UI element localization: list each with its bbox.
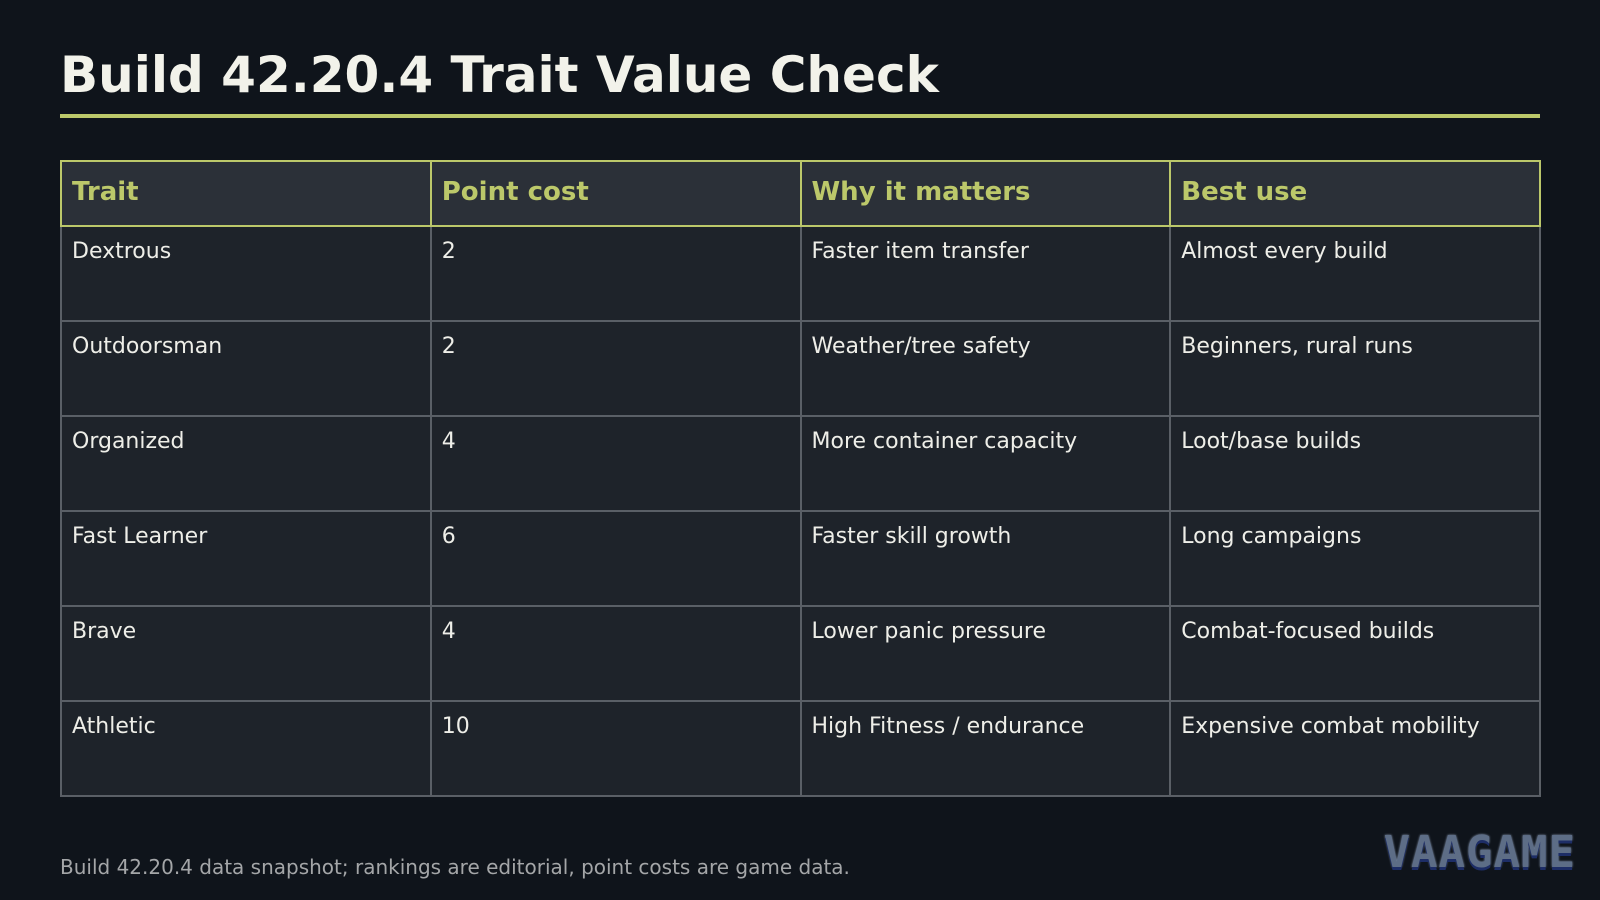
footnote: Build 42.20.4 data snapshot; rankings ar… [60,855,850,879]
cell-point-cost: 2 [429,320,802,417]
cell-best-use: Loot/base builds [1169,415,1541,512]
cell-why-it-matters: Faster skill growth [799,510,1172,607]
cell-trait: Brave [60,605,432,702]
column-header-best-use: Best use [1169,160,1541,227]
cell-best-use: Expensive combat mobility [1169,700,1541,797]
cell-trait: Dextrous [60,225,432,322]
cell-trait: Fast Learner [60,510,432,607]
cell-best-use: Combat-focused builds [1169,605,1541,702]
column-header-why-it-matters: Why it matters [799,160,1172,227]
cell-why-it-matters: More container capacity [799,415,1172,512]
cell-why-it-matters: High Fitness / endurance [799,700,1172,797]
cell-best-use: Long campaigns [1169,510,1541,607]
table-row: Athletic 10 High Fitness / endurance Exp… [60,700,1541,797]
cell-why-it-matters: Faster item transfer [799,225,1172,322]
cell-point-cost: 4 [429,415,802,512]
trait-table-head: Trait Point cost Why it matters Best use [60,160,1541,227]
cell-point-cost: 6 [429,510,802,607]
table-row: Outdoorsman 2 Weather/tree safety Beginn… [60,320,1541,417]
cell-trait: Organized [60,415,432,512]
cell-why-it-matters: Weather/tree safety [799,320,1172,417]
trait-table: Trait Point cost Why it matters Best use… [60,160,1541,797]
cell-best-use: Beginners, rural runs [1169,320,1541,417]
title-underline [60,114,1540,118]
brand-logo: VAAGAME [1384,826,1576,880]
brand-logo-text: VAAGAME [1383,827,1576,878]
table-row: Dextrous 2 Faster item transfer Almost e… [60,225,1541,322]
cell-point-cost: 10 [429,700,802,797]
column-header-trait: Trait [60,160,432,227]
header-row: Trait Point cost Why it matters Best use [60,160,1541,227]
table-row: Brave 4 Lower panic pressure Combat-focu… [60,605,1541,702]
trait-table-body: Dextrous 2 Faster item transfer Almost e… [60,225,1541,797]
cell-trait: Athletic [60,700,432,797]
cell-why-it-matters: Lower panic pressure [799,605,1172,702]
cell-trait: Outdoorsman [60,320,432,417]
table-row: Organized 4 More container capacity Loot… [60,415,1541,512]
cell-best-use: Almost every build [1169,225,1541,322]
table-row: Fast Learner 6 Faster skill growth Long … [60,510,1541,607]
page-title: Build 42.20.4 Trait Value Check [60,46,939,104]
cell-point-cost: 4 [429,605,802,702]
cell-point-cost: 2 [429,225,802,322]
column-header-point-cost: Point cost [429,160,802,227]
